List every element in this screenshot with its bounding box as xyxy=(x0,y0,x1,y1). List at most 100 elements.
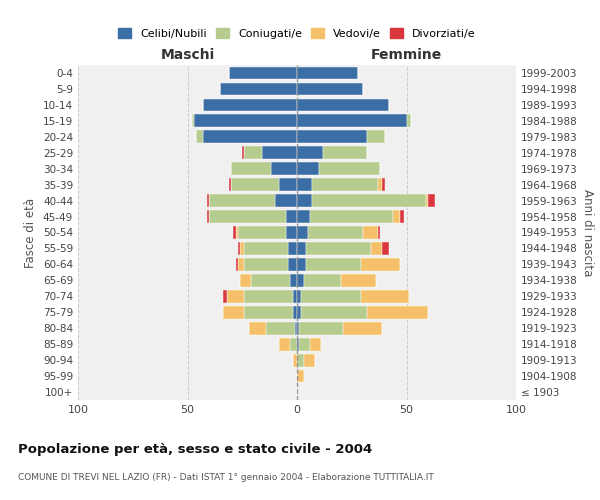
Bar xyxy=(297,338,299,350)
Bar xyxy=(394,210,400,223)
Bar xyxy=(308,226,362,239)
Bar xyxy=(297,242,306,255)
Bar xyxy=(240,274,251,286)
Bar xyxy=(407,114,411,127)
Bar xyxy=(297,82,362,96)
Bar xyxy=(236,226,238,239)
Bar xyxy=(229,178,232,191)
Bar xyxy=(304,354,314,366)
Y-axis label: Fasce di età: Fasce di età xyxy=(25,198,37,268)
Bar xyxy=(233,226,236,239)
Bar xyxy=(362,226,378,239)
Bar xyxy=(400,210,404,223)
Bar xyxy=(299,338,310,350)
Bar xyxy=(297,130,367,143)
Bar xyxy=(426,194,428,207)
Bar xyxy=(297,114,407,127)
Bar xyxy=(290,338,297,350)
Bar xyxy=(293,290,297,302)
Bar xyxy=(249,322,266,334)
Bar xyxy=(306,258,361,271)
Bar xyxy=(271,162,297,175)
Text: Femmine: Femmine xyxy=(371,48,442,62)
Bar xyxy=(196,130,203,143)
Bar xyxy=(428,194,435,207)
Bar xyxy=(297,274,304,286)
Bar xyxy=(378,178,382,191)
Bar xyxy=(297,98,389,112)
Bar xyxy=(306,242,371,255)
Bar xyxy=(301,306,367,318)
Bar xyxy=(299,322,343,334)
Bar xyxy=(310,338,321,350)
Bar xyxy=(297,322,299,334)
Bar xyxy=(313,194,426,207)
Bar xyxy=(382,242,389,255)
Text: COMUNE DI TREVI NEL LAZIO (FR) - Dati ISTAT 1° gennaio 2004 - Elaborazione TUTTI: COMUNE DI TREVI NEL LAZIO (FR) - Dati IS… xyxy=(18,472,434,482)
Bar xyxy=(207,194,209,207)
Bar xyxy=(297,162,319,175)
Bar xyxy=(280,178,297,191)
Bar xyxy=(297,258,306,271)
Bar xyxy=(244,258,288,271)
Bar xyxy=(223,306,244,318)
Bar xyxy=(310,210,394,223)
Bar xyxy=(232,162,271,175)
Bar xyxy=(341,274,376,286)
Bar xyxy=(244,290,293,302)
Bar xyxy=(232,178,280,191)
Bar xyxy=(290,274,297,286)
Bar xyxy=(238,226,286,239)
Bar xyxy=(304,274,341,286)
Bar xyxy=(286,226,297,239)
Bar xyxy=(295,322,297,334)
Bar xyxy=(371,242,382,255)
Bar xyxy=(203,130,297,143)
Bar xyxy=(223,290,227,302)
Bar xyxy=(367,130,385,143)
Bar xyxy=(240,242,244,255)
Bar xyxy=(262,146,297,159)
Bar xyxy=(238,258,244,271)
Text: Popolazione per età, sesso e stato civile - 2004: Popolazione per età, sesso e stato civil… xyxy=(18,442,372,456)
Text: Maschi: Maschi xyxy=(160,48,215,62)
Bar xyxy=(297,178,313,191)
Bar xyxy=(209,194,275,207)
Bar xyxy=(297,226,308,239)
Bar xyxy=(367,306,428,318)
Bar xyxy=(242,146,244,159)
Bar xyxy=(297,306,301,318)
Bar xyxy=(297,210,310,223)
Bar xyxy=(297,146,323,159)
Bar xyxy=(297,194,313,207)
Bar xyxy=(288,242,297,255)
Bar xyxy=(207,210,209,223)
Bar xyxy=(220,82,297,96)
Bar xyxy=(288,258,297,271)
Bar xyxy=(297,370,304,382)
Bar xyxy=(297,354,304,366)
Bar xyxy=(286,210,297,223)
Bar xyxy=(297,66,358,80)
Bar xyxy=(244,306,293,318)
Bar xyxy=(293,354,297,366)
Bar xyxy=(378,226,380,239)
Bar xyxy=(297,290,301,302)
Bar xyxy=(323,146,367,159)
Bar xyxy=(236,258,238,271)
Bar xyxy=(209,210,286,223)
Bar xyxy=(275,194,297,207)
Bar xyxy=(319,162,380,175)
Bar xyxy=(382,178,385,191)
Bar xyxy=(203,98,297,112)
Bar xyxy=(227,290,244,302)
Bar xyxy=(313,178,378,191)
Bar xyxy=(251,274,290,286)
Bar xyxy=(266,322,295,334)
Bar xyxy=(280,338,290,350)
Bar xyxy=(361,290,409,302)
Y-axis label: Anni di nascita: Anni di nascita xyxy=(581,189,594,276)
Bar xyxy=(194,114,297,127)
Bar xyxy=(361,258,400,271)
Bar xyxy=(244,146,262,159)
